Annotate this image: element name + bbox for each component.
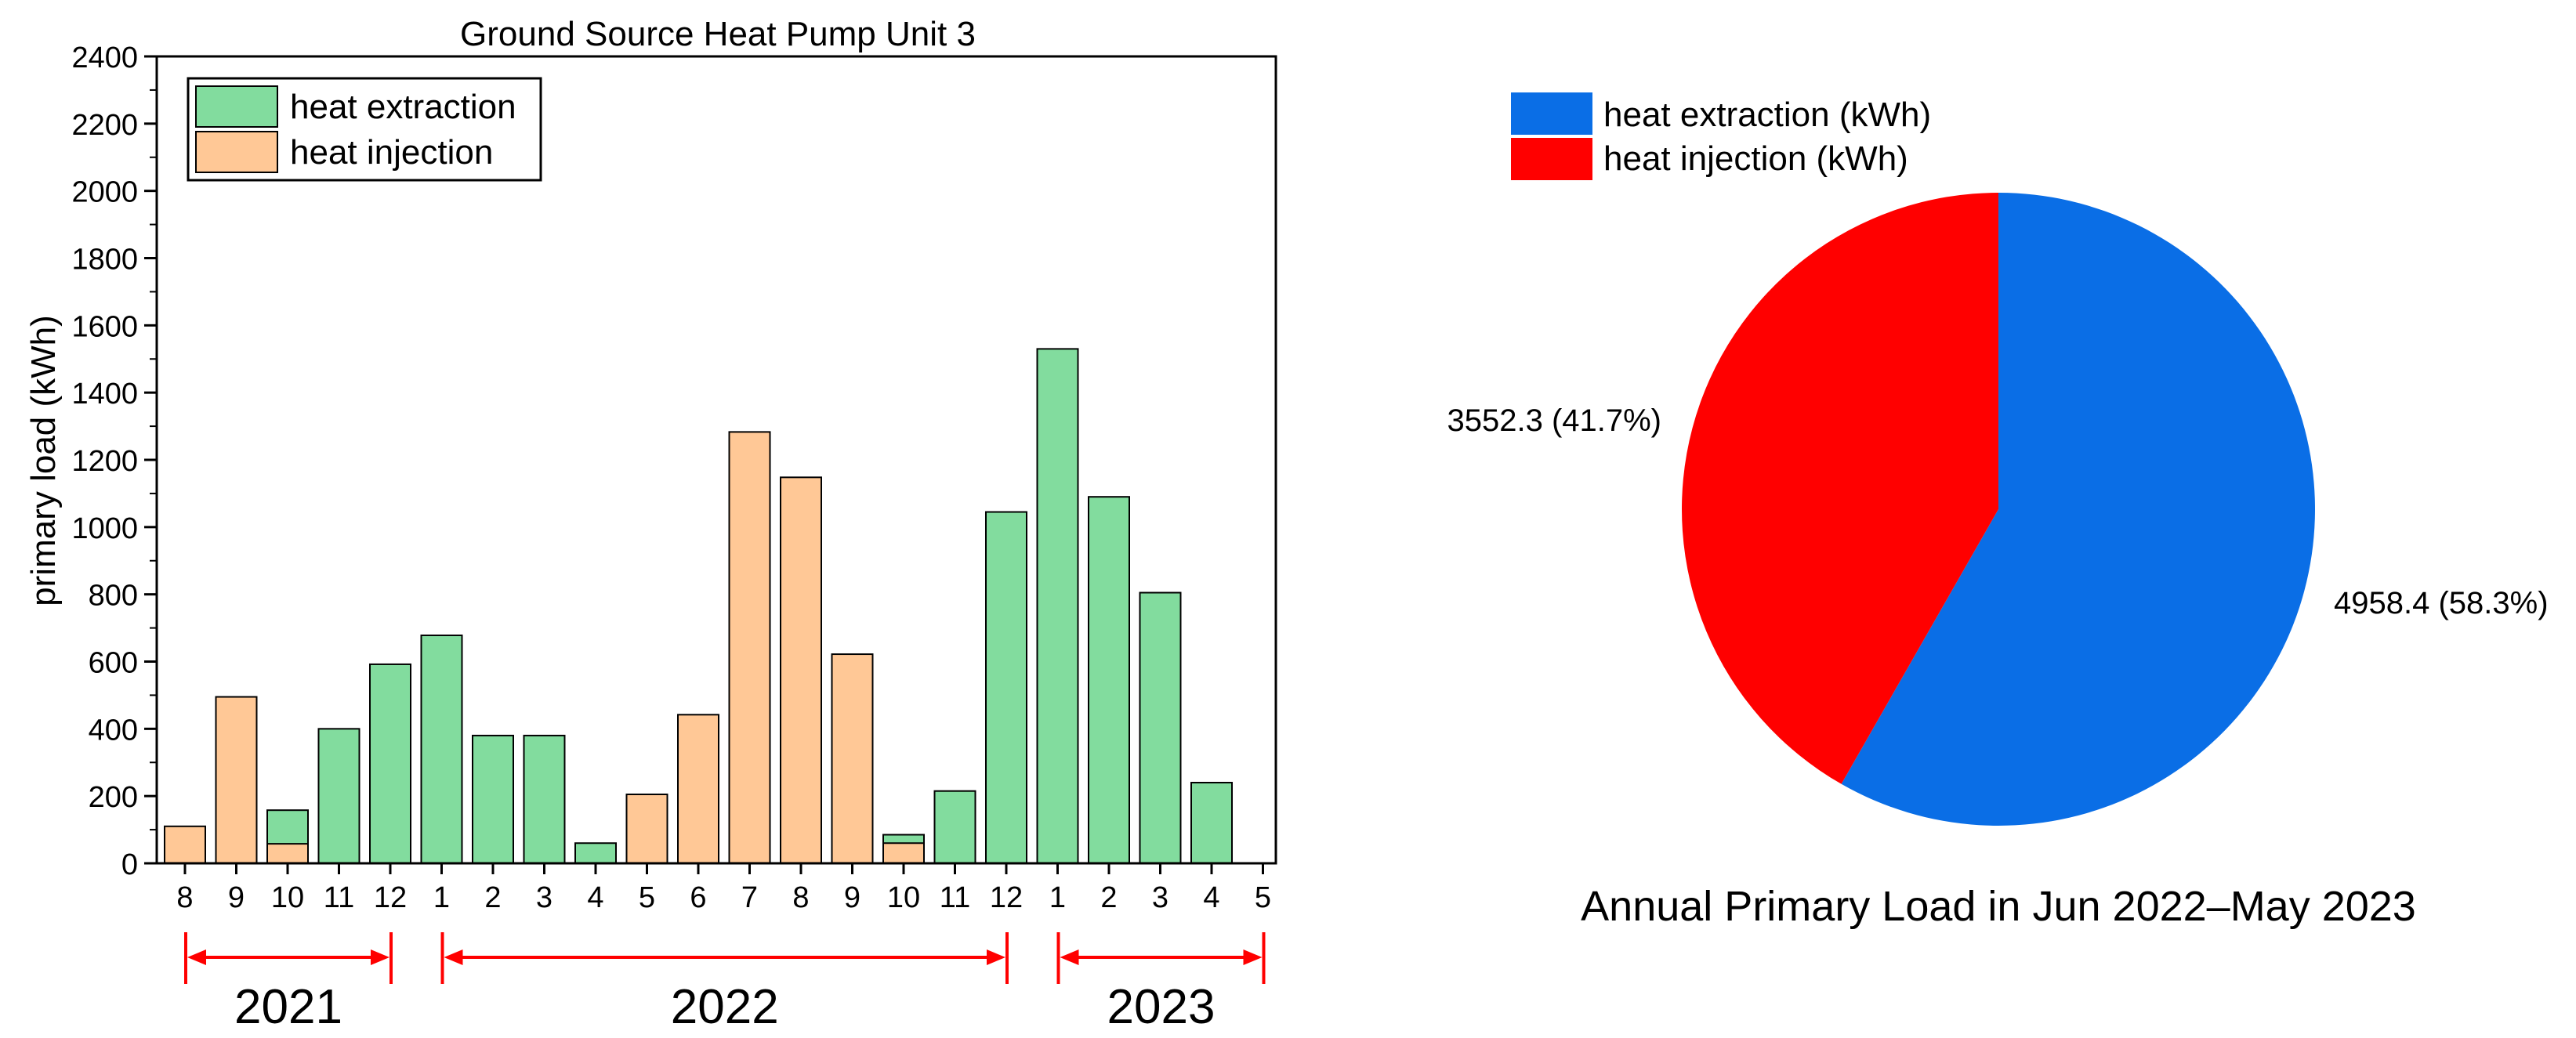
x-tick-label: 5: [639, 881, 655, 914]
year-span-2021: 2021: [184, 932, 393, 1034]
bars: [164, 348, 1233, 865]
arrow-right-icon: [1243, 949, 1263, 965]
arrow-left-icon: [1060, 949, 1079, 965]
y-tick-label: 1800: [71, 244, 138, 277]
legend-swatch-heat-injection: [195, 131, 278, 173]
year-spans: 2021 2022 2023: [184, 932, 1266, 1034]
arrow-left-icon: [444, 949, 463, 965]
y-axis-ticks: 0 200 400 600 800 1000 1200 1400 1600 1800 2000 220…: [71, 42, 157, 881]
arrow-right-icon: [987, 949, 1005, 965]
x-tick-label: 11: [940, 881, 970, 914]
bar-heat-extraction: [523, 734, 566, 865]
pie-chart: heat extraction (kWh) heat injection (kW…: [1447, 92, 2549, 930]
pie-slices: [1682, 193, 2316, 826]
y-tick-label: 0: [121, 848, 138, 881]
bar-heat-extraction: [985, 511, 1027, 864]
year-label: 2022: [671, 980, 779, 1034]
y-tick-label: 2400: [71, 42, 138, 74]
x-tick-label: 3: [1152, 881, 1168, 914]
bar-heat-extraction: [933, 790, 976, 865]
x-tick-label: 1: [1049, 881, 1066, 914]
y-tick-label: 400: [89, 714, 138, 747]
pie-slice-heat-injection: [1682, 193, 1998, 784]
year-span-2022: 2022: [440, 932, 1009, 1034]
x-tick-label: 9: [228, 881, 245, 914]
y-tick-label: 200: [89, 781, 138, 814]
bar-heat-injection: [677, 714, 719, 865]
x-tick-label: 5: [1255, 881, 1271, 914]
bar-heat-extraction: [420, 635, 463, 865]
x-tick-label: 9: [844, 881, 860, 914]
bar-legend: heat extraction heat injection: [187, 77, 542, 182]
y-tick-label: 1000: [71, 512, 138, 545]
y-tick-label: 1600: [71, 310, 138, 343]
bar-heat-injection: [266, 843, 309, 864]
pie-legend-label-heat-injection: heat injection (kWh): [1603, 139, 1908, 178]
legend-swatch-heat-extraction: [195, 85, 278, 128]
bar-heat-extraction: [369, 663, 411, 865]
pie-legend-swatch-heat-extraction: [1511, 92, 1592, 135]
bar-chart-title: Ground Source Heat Pump Unit 3: [460, 15, 976, 53]
x-tick-label: 3: [536, 881, 553, 914]
pie-chart-title: Annual Primary Load in Jun 2022–May 2023: [1581, 883, 2416, 930]
legend-label-heat-injection: heat injection: [290, 133, 493, 172]
bar-heat-injection: [831, 653, 874, 865]
x-tick-label: 10: [887, 881, 920, 914]
x-tick-label: 8: [176, 881, 193, 914]
bar-heat-injection: [882, 842, 925, 864]
y-axis-label: primary load (kWh): [24, 315, 63, 606]
x-tick-label: 10: [271, 881, 304, 914]
bar-heat-extraction: [1190, 782, 1233, 864]
x-tick-label: 2: [484, 881, 501, 914]
year-span-2023: 2023: [1056, 932, 1266, 1034]
pie-legend-label-heat-extraction: heat extraction (kWh): [1603, 96, 1931, 134]
bar-heat-extraction: [1139, 591, 1182, 864]
x-tick-label: 12: [990, 881, 1023, 914]
legend-label-heat-extraction: heat extraction: [290, 88, 516, 126]
x-tick-label: 11: [324, 881, 354, 914]
x-tick-label: 4: [587, 881, 603, 914]
x-tick-label: 7: [741, 881, 758, 914]
bar-heat-extraction: [574, 842, 617, 864]
bar-heat-extraction: [1036, 348, 1079, 864]
x-tick-label: 8: [792, 881, 809, 914]
arrow-left-icon: [187, 949, 206, 965]
bar-heat-injection: [625, 794, 668, 864]
bar-heat-injection: [164, 825, 206, 864]
x-tick-label: 4: [1203, 881, 1219, 914]
x-tick-label: 6: [690, 881, 706, 914]
bar-heat-injection: [780, 476, 822, 864]
plot-frame: [155, 55, 1277, 865]
x-axis-ticks: 8 9 10 11 12 1 2 3 4 5 6 7 8 9 10 11 12 1 2 3 4 5: [176, 863, 1271, 914]
arrow-right-icon: [371, 949, 389, 965]
year-label: 2021: [234, 980, 342, 1034]
pie-legend: heat extraction (kWh) heat injection (kW…: [1511, 92, 1931, 180]
bar-heat-extraction: [1088, 496, 1130, 864]
y-tick-label: 800: [89, 580, 138, 613]
y-tick-label: 2200: [71, 109, 138, 142]
pie-slice-heat-extraction: [1841, 193, 2316, 826]
bar-heat-extraction: [472, 734, 514, 865]
y-tick-label: 1400: [71, 378, 138, 410]
bar-heat-injection: [728, 431, 771, 864]
y-tick-label: 2000: [71, 176, 138, 209]
x-tick-label: 1: [433, 881, 450, 914]
y-tick-label: 1200: [71, 445, 138, 478]
bar-chart: Ground Source Heat Pump Unit 3 primary l…: [24, 15, 1277, 1034]
pie-legend-swatch-heat-injection: [1511, 138, 1592, 180]
year-label: 2023: [1107, 980, 1216, 1034]
x-tick-label: 2: [1100, 881, 1117, 914]
pie-label-heat-extraction: 4958.4 (58.3%): [2334, 586, 2549, 620]
bar-heat-extraction: [317, 728, 360, 864]
pie-label-heat-injection: 3552.3 (41.7%): [1447, 403, 1661, 438]
y-tick-label: 600: [89, 647, 138, 680]
x-tick-label: 12: [374, 881, 407, 914]
bar-heat-injection: [215, 696, 258, 864]
